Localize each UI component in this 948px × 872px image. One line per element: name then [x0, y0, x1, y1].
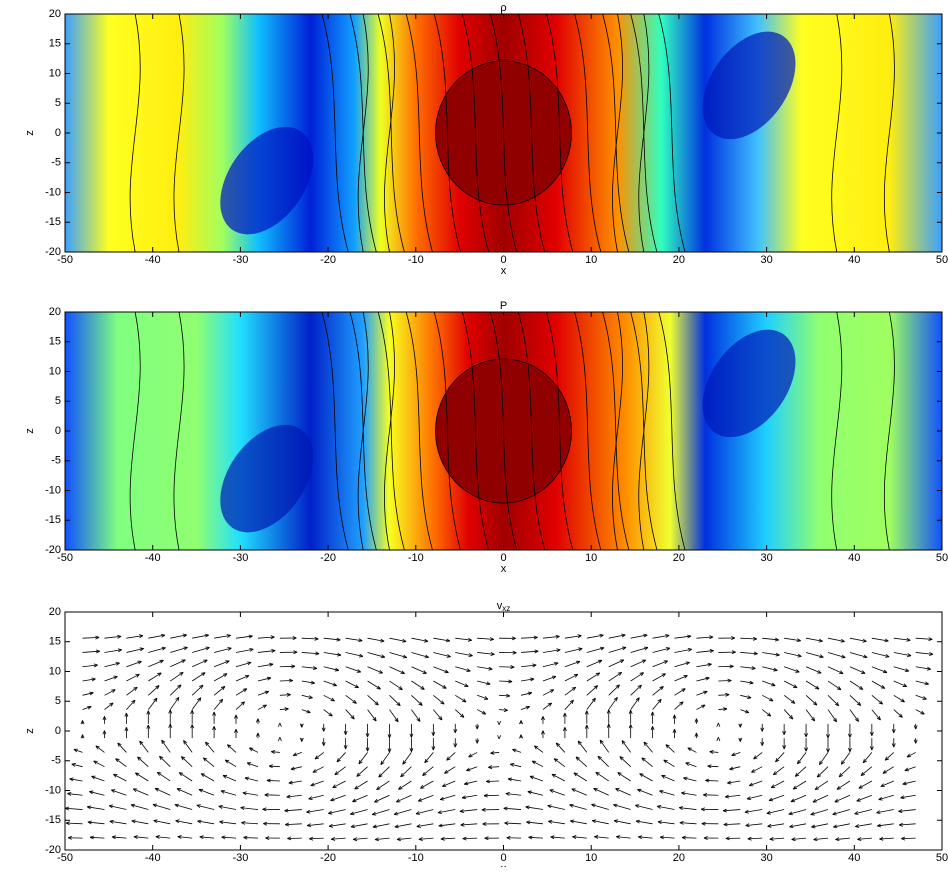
chart-title: P: [500, 300, 507, 312]
y-tick-label: -15: [45, 216, 61, 228]
x-tick-label: 10: [585, 852, 597, 864]
y-tick-label: 15: [49, 336, 61, 348]
y-tick-label: 5: [55, 395, 61, 407]
y-label: z: [24, 130, 36, 136]
y-tick-label: 5: [55, 97, 61, 109]
y-tick-label: 15: [49, 38, 61, 50]
arrow: [499, 681, 512, 682]
x-tick-label: -40: [145, 254, 161, 266]
x-tick-label: 10: [585, 254, 597, 266]
y-tick-label: 10: [49, 665, 61, 677]
title-main: ρ: [500, 2, 506, 14]
x-tick-label: -40: [145, 552, 161, 564]
x-tick-label: 20: [673, 852, 685, 864]
y-tick-label: 0: [55, 425, 61, 437]
chart-title: ρ: [500, 2, 506, 14]
arrow: [901, 838, 915, 839]
y-tick-label: -20: [45, 544, 61, 556]
x-tick-label: 10: [585, 552, 597, 564]
x-tick-label: 30: [760, 254, 772, 266]
y-tick-label: -20: [45, 844, 61, 856]
y-tick-label: -5: [51, 157, 61, 169]
arrow: [280, 680, 293, 681]
y-tick-label: 0: [55, 725, 61, 737]
x-label: x: [501, 265, 507, 277]
x-tick-label: -30: [232, 852, 248, 864]
title-subscript: xz: [502, 604, 510, 613]
y-tick-label: -10: [45, 186, 61, 198]
x-tick-label: -10: [408, 254, 424, 266]
y-tick-label: 10: [49, 67, 61, 79]
x-tick-label: -10: [408, 852, 424, 864]
x-tick-label: 50: [936, 852, 948, 864]
y-tick-label: -5: [51, 755, 61, 767]
arrow: [705, 780, 718, 781]
title-main: P: [500, 300, 507, 312]
y-tick-label: -15: [45, 814, 61, 826]
x-tick-label: -20: [320, 552, 336, 564]
x-tick-label: -40: [145, 852, 161, 864]
arrow: [486, 781, 499, 782]
x-tick-label: 20: [673, 254, 685, 266]
y-tick-label: 10: [49, 365, 61, 377]
x-tick-label: -30: [232, 552, 248, 564]
y-tick-label: -10: [45, 784, 61, 796]
y-tick-label: 20: [49, 8, 61, 20]
x-label: x: [501, 863, 507, 867]
chart-title: vxz: [497, 600, 511, 613]
y-tick-label: -15: [45, 514, 61, 526]
x-tick-label: 30: [760, 552, 772, 564]
y-tick-label: -10: [45, 484, 61, 496]
y-tick-label: 15: [49, 636, 61, 648]
x-tick-label: -20: [320, 852, 336, 864]
y-tick-label: 0: [55, 127, 61, 139]
y-tick-label: 5: [55, 695, 61, 707]
y-label: z: [24, 428, 36, 434]
arrow: [718, 680, 731, 681]
x-tick-label: 50: [936, 254, 948, 266]
x-tick-label: 40: [848, 254, 860, 266]
quiver-field: [65, 612, 942, 850]
x-tick-label: -30: [232, 254, 248, 266]
arrow: [463, 838, 477, 839]
y-tick-label: -5: [51, 455, 61, 467]
x-tick-label: 20: [673, 552, 685, 564]
x-tick-label: 30: [760, 852, 772, 864]
arrow: [682, 838, 696, 839]
y-tick-label: -20: [45, 246, 61, 258]
x-tick-label: -20: [320, 254, 336, 266]
x-tick-label: 50: [936, 552, 948, 564]
y-tick-label: 20: [49, 306, 61, 318]
arrow: [244, 838, 258, 839]
y-tick-label: 20: [49, 606, 61, 618]
x-tick-label: -10: [408, 552, 424, 564]
x-label: x: [501, 563, 507, 575]
x-tick-label: 40: [848, 552, 860, 564]
x-tick-label: 40: [848, 852, 860, 864]
y-label: z: [24, 728, 36, 734]
arrow: [267, 780, 280, 781]
